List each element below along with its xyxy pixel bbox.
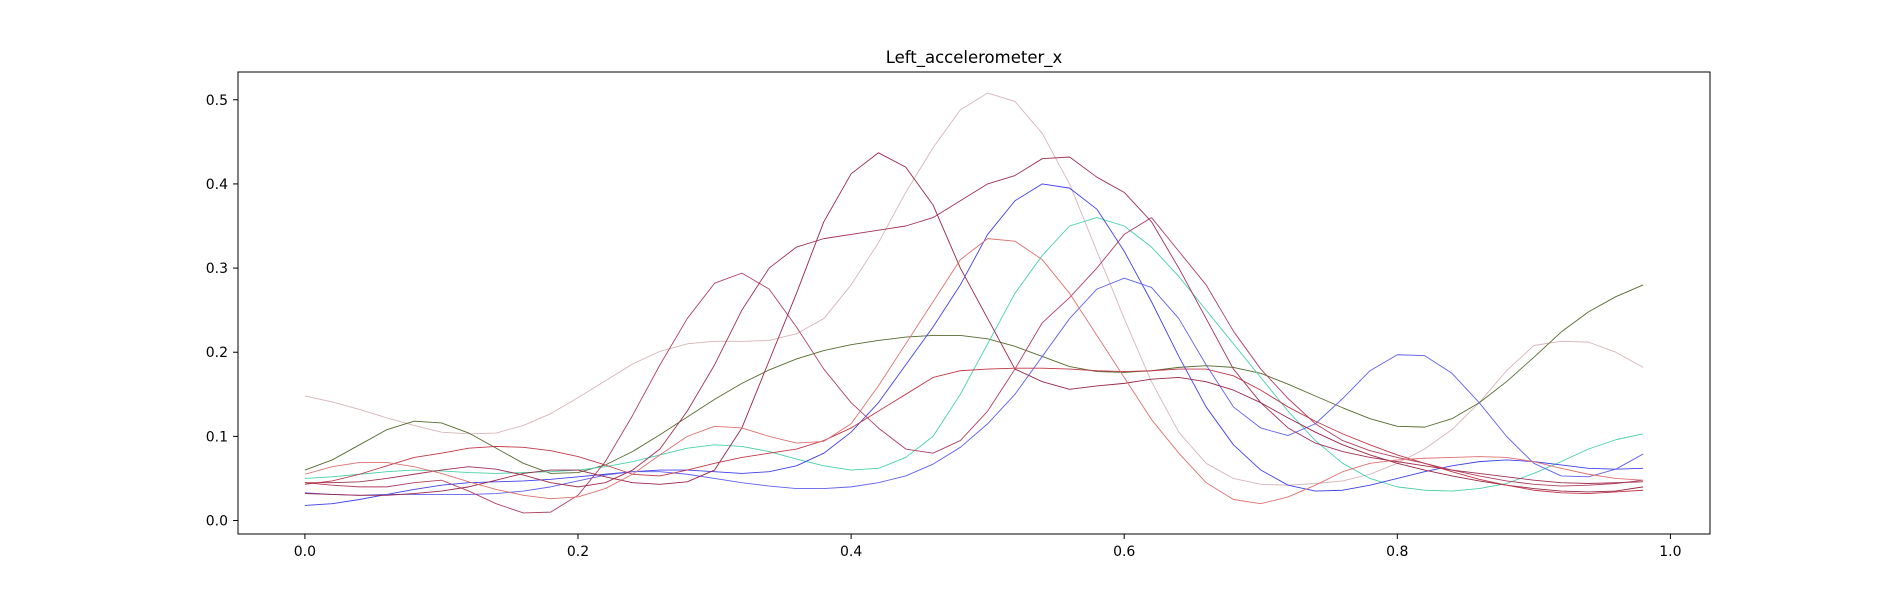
x-tick-label: 1.0 <box>1659 544 1681 560</box>
x-tick-label: 0.2 <box>567 544 589 560</box>
x-tick-label: 0.4 <box>840 544 862 560</box>
y-tick-label: 0.2 <box>206 345 228 361</box>
series-line-4 <box>304 183 1644 506</box>
x-axis: 0.0 0.2 0.4 0.6 0.8 1.0 <box>294 534 1682 560</box>
y-tick-label: 0.1 <box>206 429 228 445</box>
series-line-7 <box>304 156 1644 488</box>
y-tick-label: 0.4 <box>206 177 228 193</box>
y-tick-label: 0.5 <box>206 93 228 109</box>
series-line-2 <box>304 284 1644 474</box>
series-line-1 <box>304 92 1644 486</box>
y-tick-label: 0.0 <box>206 514 228 530</box>
plot-area <box>304 92 1644 514</box>
y-axis: 0.0 0.1 0.2 0.3 0.4 0.5 <box>206 93 238 530</box>
series-line-8 <box>304 152 1644 496</box>
series-line-9 <box>304 367 1644 495</box>
x-tick-label: 0.0 <box>294 544 316 560</box>
x-tick-label: 0.8 <box>1386 544 1408 560</box>
y-tick-label: 0.3 <box>206 261 228 277</box>
series-line-10 <box>304 238 1644 505</box>
x-tick-label: 0.6 <box>1113 544 1135 560</box>
chart-title: Left_accelerometer_x <box>886 48 1063 68</box>
series-line-5 <box>304 277 1644 496</box>
plot-frame <box>237 71 1711 535</box>
